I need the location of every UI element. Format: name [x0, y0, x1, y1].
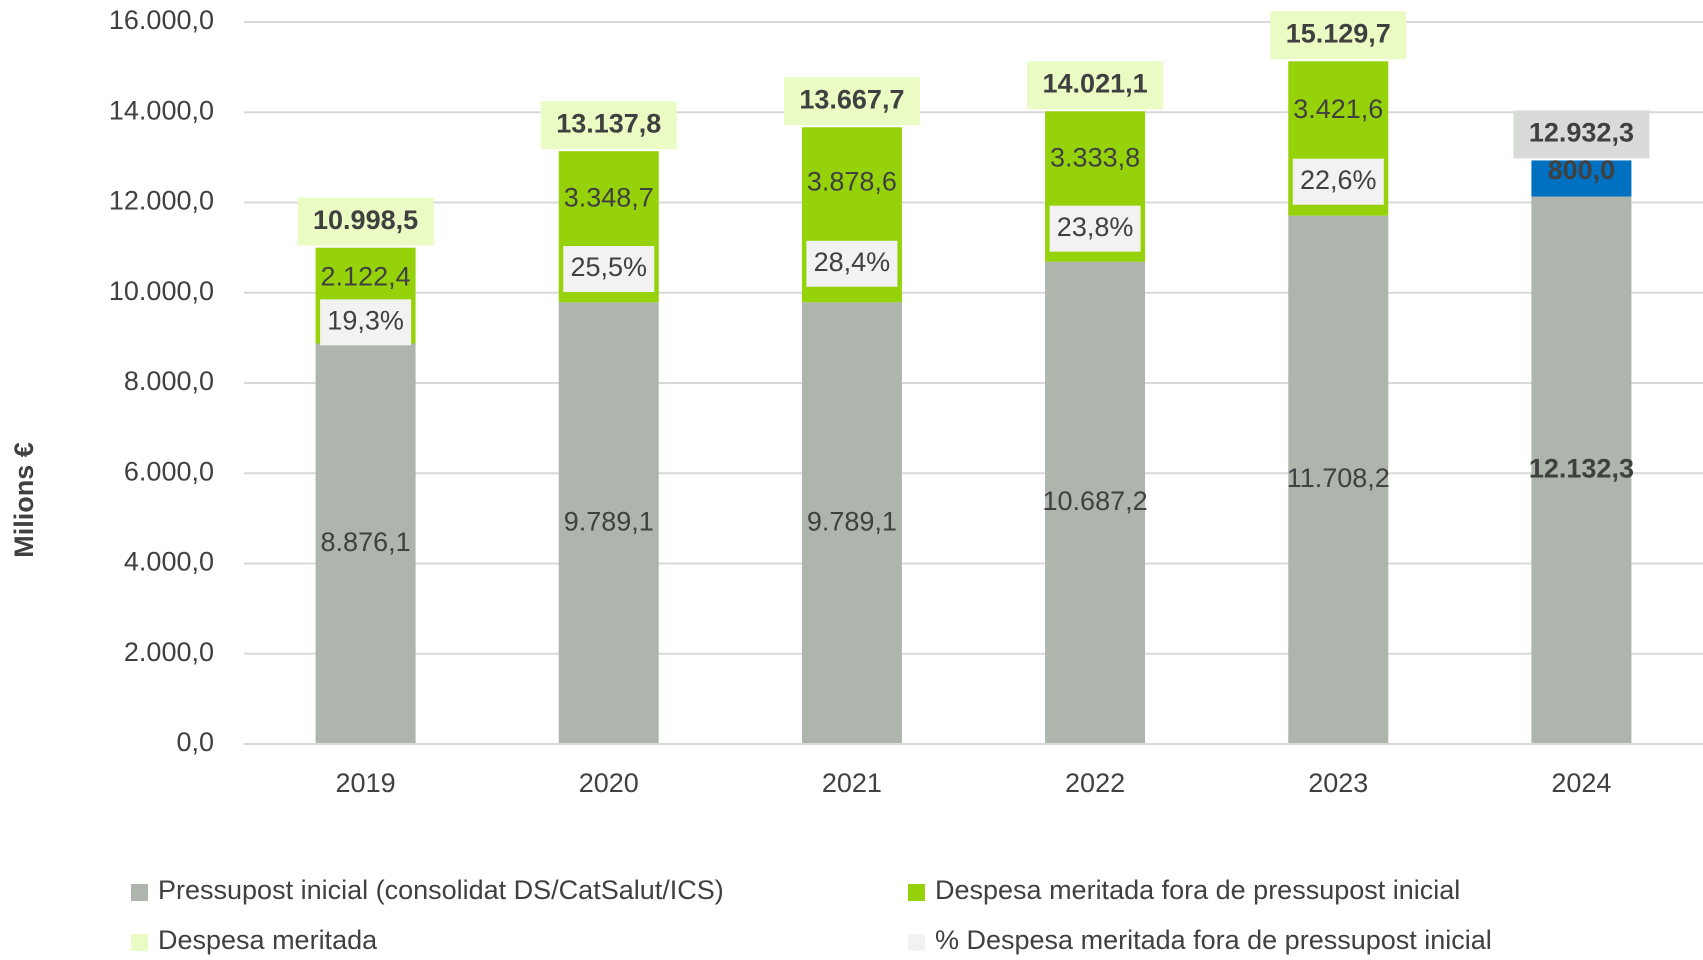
percent-label-box: [806, 240, 898, 287]
y-tick-label: 12.000,0: [109, 186, 214, 216]
percent-label-box: [1049, 205, 1141, 252]
value-label: 3.421,6: [1293, 94, 1383, 124]
legend-marker: [131, 934, 148, 951]
percent-label-box: [1292, 158, 1384, 205]
total-label: 13.667,7: [799, 84, 904, 114]
total-label-box: [297, 197, 434, 246]
legend-label: % Despesa meritada fora de pressupost in…: [935, 925, 1492, 955]
total-label-box: [783, 77, 920, 126]
percent-label-box: [320, 299, 412, 346]
bar-segment: [801, 302, 902, 744]
value-label: 2.122,4: [321, 261, 411, 291]
x-tick-label: 2020: [579, 768, 639, 798]
total-label: 12.932,3: [1529, 118, 1634, 148]
y-tick-label: 10.000,0: [109, 276, 214, 306]
legend-marker: [131, 884, 148, 901]
legend-label: Despesa meritada fora de pressupost inic…: [935, 875, 1460, 905]
percent-label: 23,8%: [1057, 212, 1134, 242]
bar-segment: [1045, 261, 1146, 744]
total-label-box: [1513, 110, 1650, 159]
y-tick-label: 8.000,0: [124, 366, 214, 396]
value-label: 3.348,7: [564, 183, 654, 213]
y-axis-title: Milions €: [9, 442, 39, 558]
percent-label: 19,3%: [327, 306, 404, 336]
legend-marker: [908, 884, 925, 901]
x-tick-label: 2023: [1308, 768, 1368, 798]
value-label: 3.333,8: [1050, 143, 1140, 173]
bar-segment: [315, 343, 416, 744]
percent-label: 28,4%: [814, 247, 891, 277]
total-label: 15.129,7: [1286, 18, 1391, 48]
percent-label: 22,6%: [1300, 165, 1377, 195]
value-label: 11.708,2: [1287, 463, 1390, 493]
y-tick-label: 14.000,0: [109, 95, 214, 125]
value-label: 10.687,2: [1043, 486, 1148, 516]
legend-label: Pressupost inicial (consolidat DS/CatSal…: [158, 875, 724, 905]
total-label: 13.137,8: [556, 108, 661, 138]
percent-label-box: [563, 246, 655, 293]
bar-segment: [1531, 160, 1632, 197]
value-label: 9.789,1: [807, 506, 897, 536]
legend-label: Despesa meritada: [158, 925, 378, 955]
legend-marker: [908, 934, 925, 951]
total-label: 10.998,5: [313, 205, 418, 235]
value-label: 12.132,3: [1529, 453, 1634, 483]
value-label: 3.878,6: [807, 166, 897, 196]
x-tick-label: 2022: [1065, 768, 1125, 798]
bar-segment: [1288, 215, 1389, 744]
percent-label: 25,5%: [570, 252, 647, 282]
value-label: 8.876,1: [321, 527, 411, 557]
value-label: 9.789,1: [564, 506, 654, 536]
y-tick-label: 16.000,0: [109, 5, 214, 35]
value-label: 800,0: [1548, 155, 1616, 185]
y-tick-label: 0,0: [176, 727, 214, 757]
y-tick-label: 4.000,0: [124, 547, 214, 577]
bar-segment: [1531, 196, 1632, 744]
total-label-box: [1270, 11, 1407, 60]
y-tick-label: 6.000,0: [124, 456, 214, 486]
y-tick-label: 2.000,0: [124, 637, 214, 667]
x-tick-label: 2019: [336, 768, 396, 798]
total-label-box: [540, 101, 677, 150]
x-tick-label: 2021: [822, 768, 882, 798]
x-tick-label: 2024: [1551, 768, 1611, 798]
total-label-box: [1027, 61, 1164, 110]
bar-segment: [558, 302, 659, 744]
total-label: 14.021,1: [1043, 68, 1148, 98]
